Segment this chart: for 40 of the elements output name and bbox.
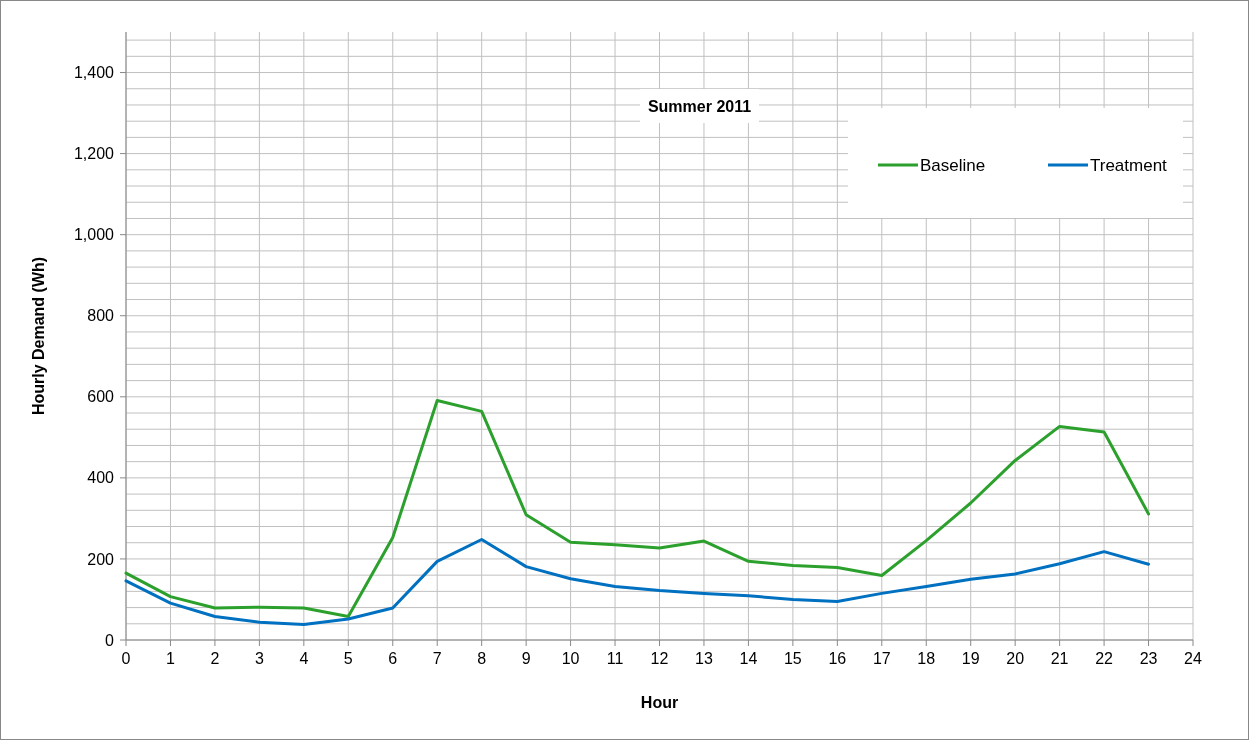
legend-label: Baseline bbox=[920, 155, 986, 175]
y-tick-label: 600 bbox=[87, 388, 115, 406]
x-tick-label: 9 bbox=[521, 650, 531, 667]
x-tick-label: 12 bbox=[650, 650, 669, 667]
y-axis-title: Hourly Demand (Wh) bbox=[30, 256, 47, 416]
x-tick-label: 23 bbox=[1139, 650, 1158, 667]
x-tick-label: 22 bbox=[1095, 650, 1114, 667]
y-tick-label: 400 bbox=[87, 469, 115, 487]
x-tick-label: 18 bbox=[917, 650, 936, 667]
x-tick-label: 15 bbox=[783, 650, 802, 667]
x-tick-label: 24 bbox=[1184, 650, 1202, 667]
x-tick-label: 7 bbox=[432, 650, 442, 667]
line-series bbox=[124, 398, 1151, 618]
x-tick-label: 10 bbox=[561, 650, 580, 667]
x-tick-label: 19 bbox=[961, 650, 980, 667]
y-tick-label: 1,200 bbox=[73, 145, 115, 163]
y-tick-label: 800 bbox=[87, 307, 115, 325]
x-tick-label: 2 bbox=[210, 650, 220, 667]
x-tick-label: 16 bbox=[828, 650, 847, 667]
x-tick-label: 3 bbox=[254, 650, 264, 667]
x-tick-label: 4 bbox=[299, 650, 309, 667]
y-tick-label: 1,000 bbox=[73, 226, 115, 244]
y-tick-label: 1,400 bbox=[73, 64, 115, 82]
line-series bbox=[124, 537, 1151, 627]
y-tick-label: 0 bbox=[105, 631, 115, 649]
x-tick-label: 14 bbox=[739, 650, 758, 667]
x-tick-label: 0 bbox=[121, 650, 131, 667]
x-tick-label: 20 bbox=[1006, 650, 1025, 667]
x-tick-label: 8 bbox=[477, 650, 487, 667]
x-tick-label: 5 bbox=[343, 650, 353, 667]
x-tick-label: 6 bbox=[388, 650, 398, 667]
x-tick-label: 13 bbox=[695, 650, 713, 667]
legend-label: Treatment bbox=[1090, 155, 1168, 175]
text: Summer 2011 bbox=[647, 98, 752, 115]
y-tick-label: 200 bbox=[87, 550, 115, 568]
x-tick-label: 11 bbox=[606, 650, 624, 667]
x-tick-label: 17 bbox=[872, 650, 891, 667]
x-tick-label: 1 bbox=[166, 650, 176, 667]
x-tick-label: 21 bbox=[1050, 650, 1069, 667]
x-axis-title: Hour bbox=[640, 694, 679, 711]
